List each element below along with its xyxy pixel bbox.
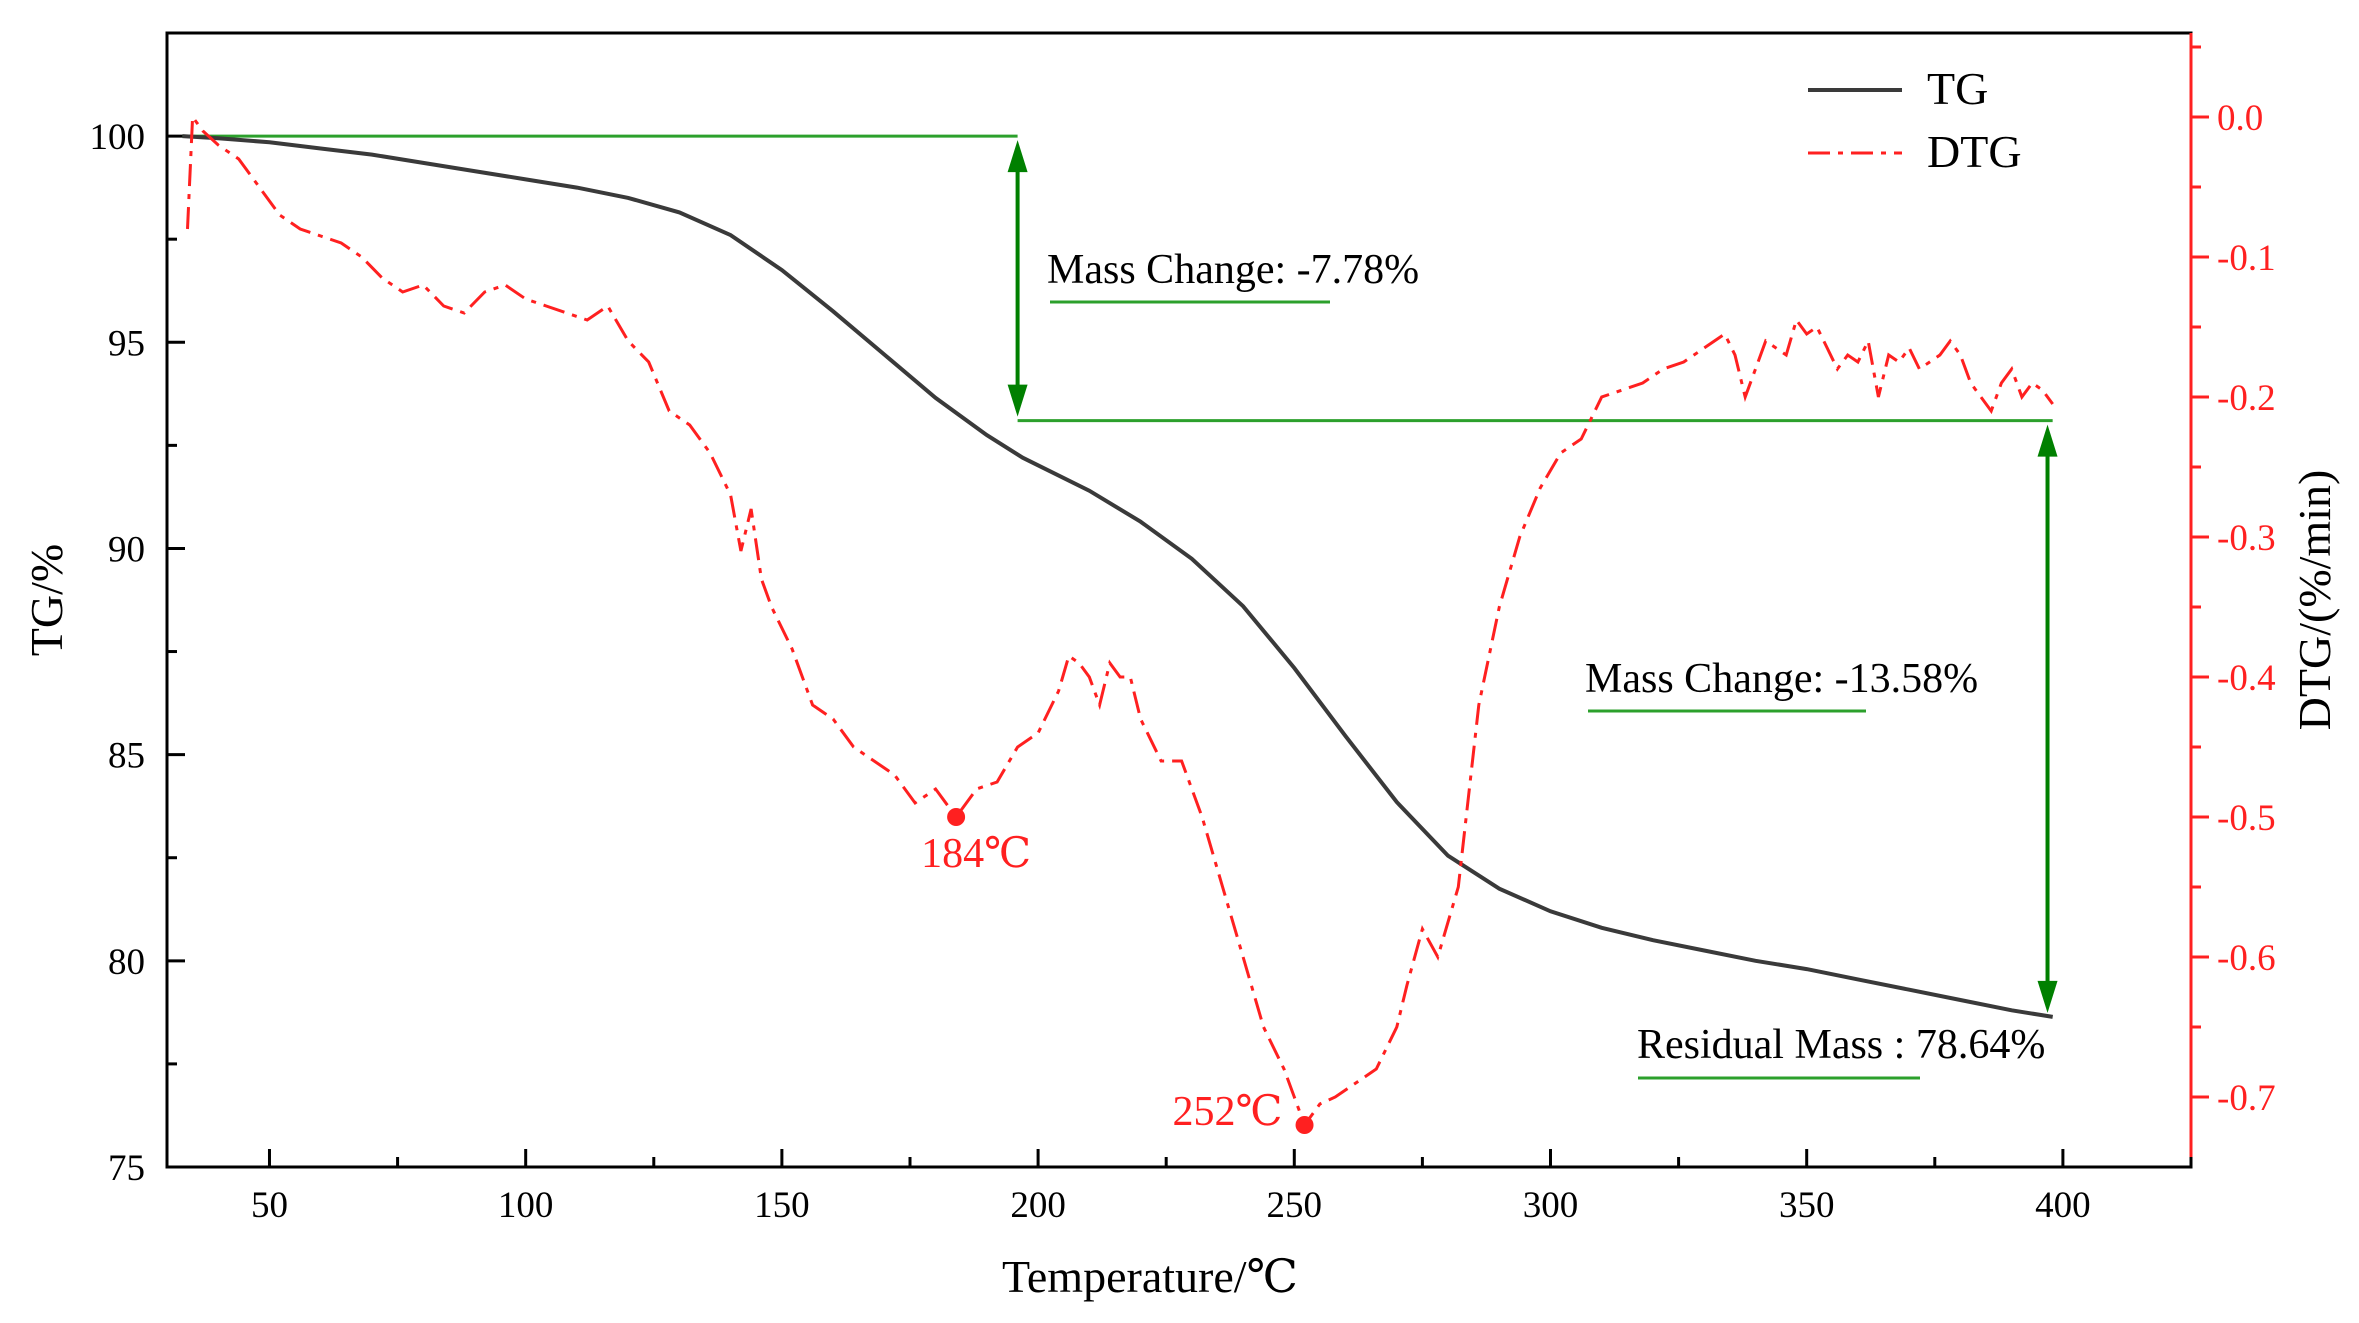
legend-dtg-label: DTG xyxy=(1927,126,2022,177)
tg-series-line xyxy=(182,134,2054,1019)
x-tick-label: 100 xyxy=(498,1185,554,1226)
dtg-tick-label: -0.3 xyxy=(2217,518,2276,559)
tg-axis-ticks: 75 80 85 90 95 100 xyxy=(90,31,185,1189)
mass-change-1-arrow-head-bottom xyxy=(1007,384,1028,417)
dtg-peak-marker xyxy=(947,808,966,826)
x-axis-ticks: 50 100 150 200 250 300 350 400 xyxy=(251,1149,2193,1226)
dtg-tick-label: -0.7 xyxy=(2217,1078,2276,1119)
dtg-axis-title: DTG/(%/min) xyxy=(2289,470,2340,731)
tg-tick-label: 100 xyxy=(90,117,146,158)
dtg-peak-label: 252℃ xyxy=(1173,1089,1283,1135)
tg-tick-label: 75 xyxy=(108,1148,145,1189)
dtg-tick-label: -0.2 xyxy=(2217,378,2276,419)
tg-tick-label: 90 xyxy=(108,529,145,570)
dtg-tick-label: -0.4 xyxy=(2217,658,2276,699)
dtg-tick-label: -0.1 xyxy=(2217,238,2276,279)
dtg-axis-ticks: 0.0 -0.1 -0.2 -0.3 -0.4 -0.5 -0.6 -0.7 xyxy=(2191,45,2276,1119)
tg-tick-label: 80 xyxy=(108,942,145,983)
mass-change-2-arrow-head-top xyxy=(2037,424,2058,457)
mass-change-annotations xyxy=(182,134,2058,1013)
dtg-tick-label: -0.5 xyxy=(2217,798,2276,839)
x-tick-label: 200 xyxy=(1010,1185,1066,1226)
tg-axis-title: TG/% xyxy=(21,544,72,656)
mass-change-2-arrow-head-bottom xyxy=(2037,980,2058,1013)
x-tick-label: 400 xyxy=(2035,1185,2091,1226)
mass-change-2-label: Mass Change: -13.58% xyxy=(1585,656,1978,702)
legend-tg-label: TG xyxy=(1927,63,1988,114)
dtg-series-line xyxy=(186,112,2054,1129)
tg-tick-label: 95 xyxy=(108,323,145,364)
mass-change-1-arrow-head-top xyxy=(1007,140,1028,173)
x-tick-label: 50 xyxy=(251,1185,288,1226)
dtg-peak-marker xyxy=(1295,1116,1314,1134)
x-tick-label: 300 xyxy=(1523,1185,1579,1226)
x-tick-label: 250 xyxy=(1267,1185,1323,1226)
dtg-peak-label: 184℃ xyxy=(921,831,1031,877)
plot-area xyxy=(165,31,2193,1169)
dtg-tick-label: 0.0 xyxy=(2217,98,2263,139)
x-tick-label: 350 xyxy=(1779,1185,1835,1226)
dtg-tick-label: -0.6 xyxy=(2217,938,2276,979)
residual-mass-label: Residual Mass : 78.64% xyxy=(1637,1022,2045,1068)
mass-change-1-label: Mass Change: -7.78% xyxy=(1047,247,1419,293)
tg-tick-label: 85 xyxy=(108,736,145,777)
x-tick-label: 150 xyxy=(754,1185,810,1226)
x-axis-title: Temperature/℃ xyxy=(1002,1251,1298,1302)
dtg-peaks: 184℃ 252℃ xyxy=(921,808,1314,1135)
legend: TG DTG xyxy=(1808,63,2022,177)
